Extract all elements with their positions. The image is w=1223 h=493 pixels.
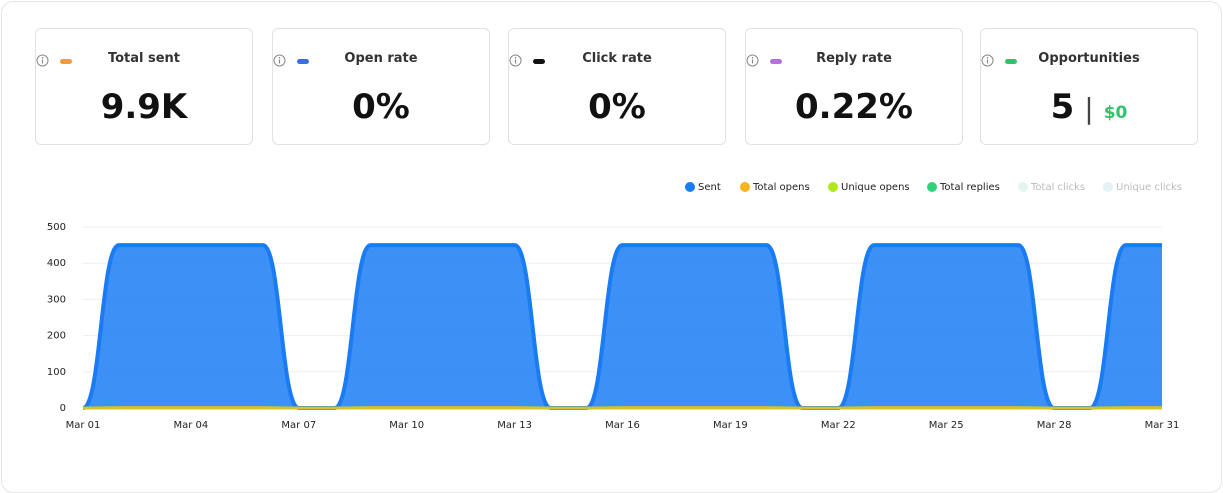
x-tick-label: Mar 04 (174, 420, 209, 431)
info-icon (981, 54, 994, 67)
card-label: Opportunities (981, 51, 1197, 66)
stat-card: Reply rate 0.22% (745, 28, 963, 145)
card-value: 0% (509, 87, 725, 127)
area-fill (83, 245, 1162, 408)
y-tick-label: 400 (47, 258, 66, 269)
x-tick-label: Mar 10 (389, 420, 424, 431)
x-tick-label: Mar 25 (929, 420, 964, 431)
value-text: 0.22% (795, 87, 913, 127)
legend-label: Total opens (752, 182, 810, 193)
info-dot (42, 57, 44, 59)
legend-label: Sent (698, 182, 721, 193)
legend-marker (927, 182, 937, 192)
legend-marker (828, 182, 838, 192)
stat-card: Click rate 0% (508, 28, 726, 145)
legend-label: Total clicks (1030, 182, 1085, 193)
legend-label: Total replies (939, 182, 1000, 193)
x-tick-label: Mar 19 (713, 420, 748, 431)
card-label: Reply rate (746, 51, 962, 66)
x-tick-label: Mar 16 (605, 420, 640, 431)
y-tick-label: 500 (47, 222, 66, 233)
info-icon (746, 54, 759, 67)
x-tick-label: Mar 07 (281, 420, 316, 431)
card-value: 0% (273, 87, 489, 127)
card-label: Open rate (273, 51, 489, 66)
x-tick-label: Mar 31 (1145, 420, 1180, 431)
legend-marker (1018, 182, 1028, 192)
info-icon (273, 54, 286, 67)
y-tick-label: 200 (47, 331, 66, 342)
legend-label: Unique clicks (1116, 182, 1182, 193)
info-icon (36, 54, 49, 67)
stat-card: Total sent 9.9K (35, 28, 253, 145)
secondary-value: $0 (1104, 103, 1128, 123)
info-icon (509, 54, 522, 67)
card-label: Total sent (36, 51, 252, 66)
info-dot (279, 57, 281, 59)
card-value: 9.9K (36, 87, 252, 127)
x-tick-label: Mar 28 (1037, 420, 1072, 431)
value-text: 9.9K (101, 87, 188, 127)
value-text: 0% (588, 87, 646, 127)
card-label: Click rate (509, 51, 725, 66)
x-tick-label: Mar 13 (497, 420, 532, 431)
value-text: 5 (1051, 87, 1075, 127)
x-tick-label: Mar 01 (66, 420, 101, 431)
legend-marker (740, 182, 750, 192)
card-value: 0.22% (746, 87, 962, 127)
legend-label: Unique opens (841, 182, 910, 193)
info-dot (987, 57, 989, 59)
info-dot (515, 57, 517, 59)
value-text: 0% (352, 87, 410, 127)
x-tick-label: Mar 22 (821, 420, 856, 431)
info-dot (752, 57, 754, 59)
card-value: 5 | $0 (981, 87, 1197, 127)
stat-card: Opportunities 5 | $0 (980, 28, 1198, 145)
stat-card: Open rate 0% (272, 28, 490, 145)
separator: | (1084, 92, 1093, 125)
y-tick-label: 0 (60, 403, 66, 414)
y-tick-label: 300 (47, 294, 66, 305)
legend-marker (1103, 182, 1113, 192)
legend-marker (685, 182, 695, 192)
y-tick-label: 100 (47, 367, 66, 378)
